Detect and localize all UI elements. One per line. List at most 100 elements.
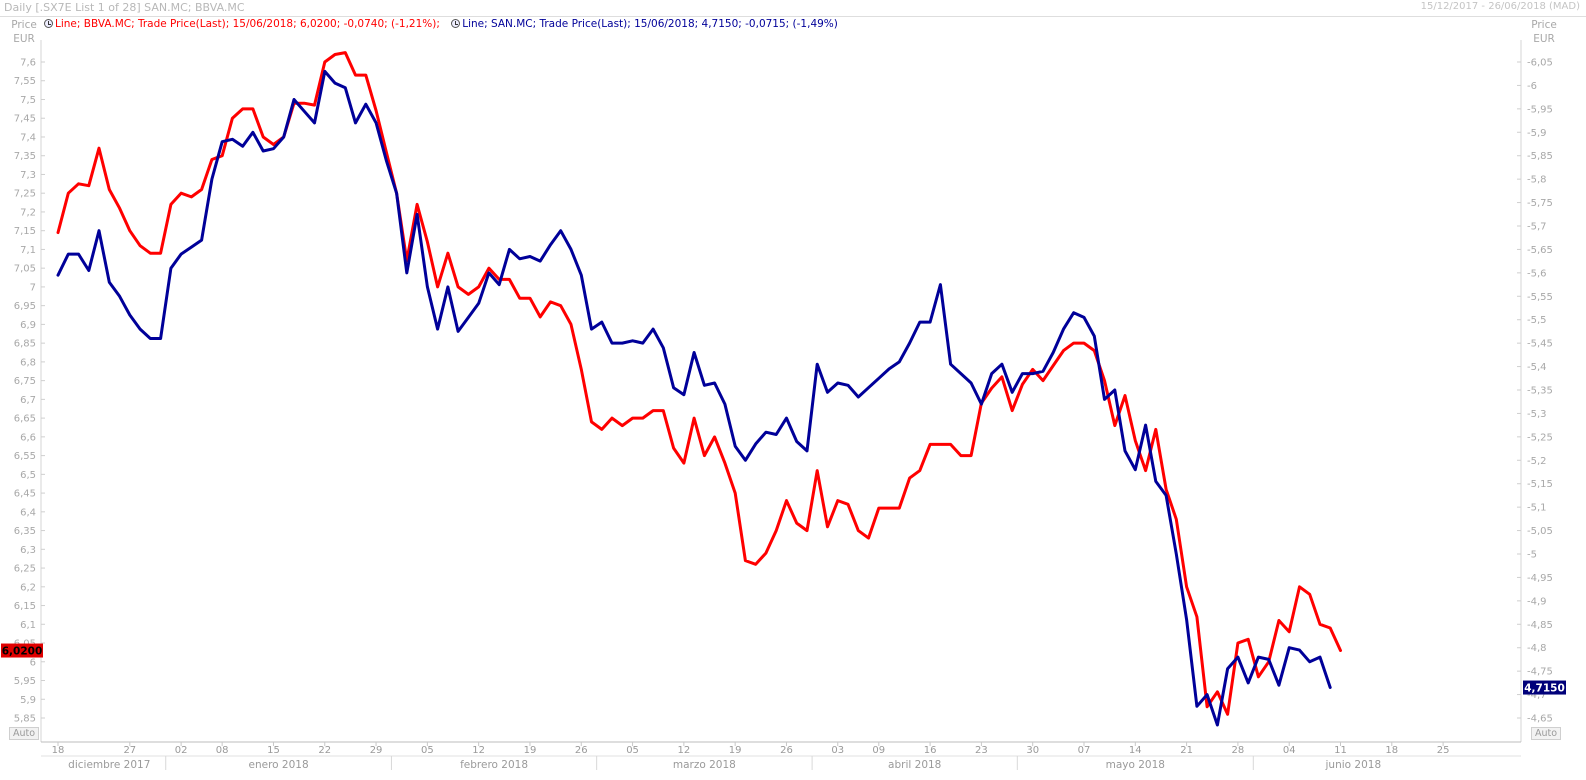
series-lines [56, 51, 1342, 727]
left-tick-label: 6,3 [20, 545, 36, 556]
legend-item-san[interactable]: Line; SAN.MC; Trade Price(Last); 15/06/2… [451, 18, 838, 30]
legend: Line; BBVA.MC; Trade Price(Last); 15/06/… [44, 18, 846, 30]
x-tick-label: 12 [472, 745, 485, 756]
right-tick-label: -5,15 [1527, 479, 1553, 490]
legend-item-bbva[interactable]: Line; BBVA.MC; Trade Price(Last); 15/06/… [44, 18, 440, 30]
right-tick-label: -5,4 [1527, 362, 1547, 373]
x-tick-label: 07 [1078, 745, 1091, 756]
right-tick-label: -4,85 [1527, 620, 1553, 631]
x-tick-label: 14 [1129, 745, 1142, 756]
window-title: Daily [.SX7E List 1 of 28] SAN.MC; BBVA.… [4, 1, 245, 14]
left-tick-label: 6,4 [20, 507, 36, 518]
right-axis-title: Price [1531, 19, 1557, 31]
last-value-badges: 6,0200 4,7150 [1, 643, 1566, 695]
left-tick-label: 7 [30, 282, 36, 293]
left-tick-label: 6,1 [20, 620, 36, 631]
right-tick-label: -5,05 [1527, 526, 1553, 537]
x-tick-label: 30 [1026, 745, 1039, 756]
date-range: 15/12/2017 - 26/06/2018 (MAD) [1420, 1, 1580, 12]
right-tick-label: -5,3 [1527, 409, 1547, 420]
left-tick-label: 7,1 [20, 245, 36, 256]
left-tick-label: 7,4 [20, 132, 36, 143]
x-tick-label: 05 [626, 745, 639, 756]
right-tick-label: -5,1 [1527, 503, 1547, 514]
left-tick-label: 6,65 [14, 414, 36, 425]
series-line-san-mc [56, 69, 1332, 727]
right-tick-label: -4,95 [1527, 573, 1553, 584]
month-label: enero 2018 [249, 759, 309, 771]
left-tick-label: 6,75 [14, 376, 36, 387]
left-tick-label: 6,15 [14, 601, 36, 612]
x-tick-label: 09 [872, 745, 885, 756]
x-tick-label: 23 [975, 745, 988, 756]
x-tick-label: 08 [216, 745, 229, 756]
left-tick-label: 6,05 [14, 639, 36, 650]
x-tick-label: 27 [123, 745, 136, 756]
series-line-bbva-mc [56, 51, 1342, 716]
x-tick-label: 29 [370, 745, 383, 756]
month-label: marzo 2018 [673, 759, 736, 771]
x-tick-label: 11 [1334, 745, 1347, 756]
left-tick-label: 7,5 [20, 95, 36, 106]
right-tick-label: -5 [1527, 550, 1537, 561]
left-tick-label: 7,05 [14, 264, 36, 275]
auto-scale-right-button[interactable]: Auto [1531, 727, 1561, 740]
right-tick-label: -5,7 [1527, 222, 1547, 233]
left-tick-label: 7,35 [14, 151, 36, 162]
right-axis-unit: EUR [1533, 33, 1555, 45]
x-tick-label: 18 [1385, 745, 1398, 756]
left-tick-label: 6,85 [14, 339, 36, 350]
month-label: febrero 2018 [460, 759, 528, 771]
x-tick-label: 19 [524, 745, 537, 756]
left-tick-label: 5,85 [14, 714, 36, 725]
x-tick-label: 28 [1232, 745, 1245, 756]
right-tick-label: -5,6 [1527, 268, 1547, 279]
right-tick-label: -5,5 [1527, 315, 1547, 326]
last-value-badge-san [1523, 680, 1566, 695]
right-tick-label: -4,9 [1527, 596, 1547, 607]
x-tick-label: 25 [1437, 745, 1450, 756]
month-label: mayo 2018 [1106, 759, 1165, 771]
left-tick-label: 6 [30, 657, 36, 668]
last-value-badge-bbva [1, 643, 43, 658]
left-tick-label: 6,95 [14, 301, 36, 312]
right-tick-label: -4,8 [1527, 643, 1547, 654]
right-axis-ticks: -4,65 -4,7 -4,75 -4,8 -4,85 -4,9 -4,95 -5 -5,05 -… [1517, 58, 1553, 725]
x-tick-label: 03 [831, 745, 844, 756]
right-tick-label: -5,85 [1527, 151, 1553, 162]
left-axis-ticks: 5,85 5,9 5,95 6 6,05 6,1 6,15 6,2 6,25 6,3 6,35 6,4… [14, 58, 45, 725]
left-tick-label: 6,5 [20, 470, 36, 481]
x-tick-label: 05 [421, 745, 434, 756]
x-tick-label: 19 [729, 745, 742, 756]
left-tick-label: 7,6 [20, 58, 36, 69]
right-tick-label: -5,55 [1527, 292, 1553, 303]
right-tick-label: -5,95 [1527, 104, 1553, 115]
left-tick-label: 6,7 [20, 395, 36, 406]
left-tick-label: 7,2 [20, 207, 36, 218]
right-tick-label: -5,25 [1527, 432, 1553, 443]
left-tick-label: 6,55 [14, 451, 36, 462]
legend-text-san: Line; SAN.MC; Trade Price(Last); 15/06/2… [462, 18, 838, 30]
x-tick-label: 04 [1283, 745, 1296, 756]
x-tick-label: 26 [780, 745, 793, 756]
right-tick-label: -6 [1527, 81, 1537, 92]
right-tick-label: -4,75 [1527, 667, 1553, 678]
left-tick-label: 5,95 [14, 676, 36, 687]
right-tick-label: -4,65 [1527, 714, 1553, 725]
last-value-text-san: 4,7150 [1524, 683, 1565, 695]
month-label: abril 2018 [888, 759, 941, 771]
left-tick-label: 6,8 [20, 357, 36, 368]
right-tick-label: -6,05 [1527, 58, 1553, 69]
title-bar: Daily [.SX7E List 1 of 28] SAN.MC; BBVA.… [0, 0, 1586, 17]
x-axis-ticks: 18 27 02 08 15 22 29 05 12 19 26 05 12 19 26 03 09 16 23 30… [52, 742, 1450, 756]
x-tick-label: 02 [175, 745, 188, 756]
auto-scale-left-button[interactable]: Auto [9, 727, 39, 740]
right-tick-label: -4,7 [1527, 690, 1547, 701]
left-tick-label: 6,2 [20, 582, 36, 593]
left-tick-label: 6,6 [20, 432, 36, 443]
right-tick-label: -5,2 [1527, 456, 1547, 467]
x-tick-label: 26 [575, 745, 588, 756]
x-tick-label: 15 [267, 745, 280, 756]
left-tick-label: 6,25 [14, 564, 36, 575]
